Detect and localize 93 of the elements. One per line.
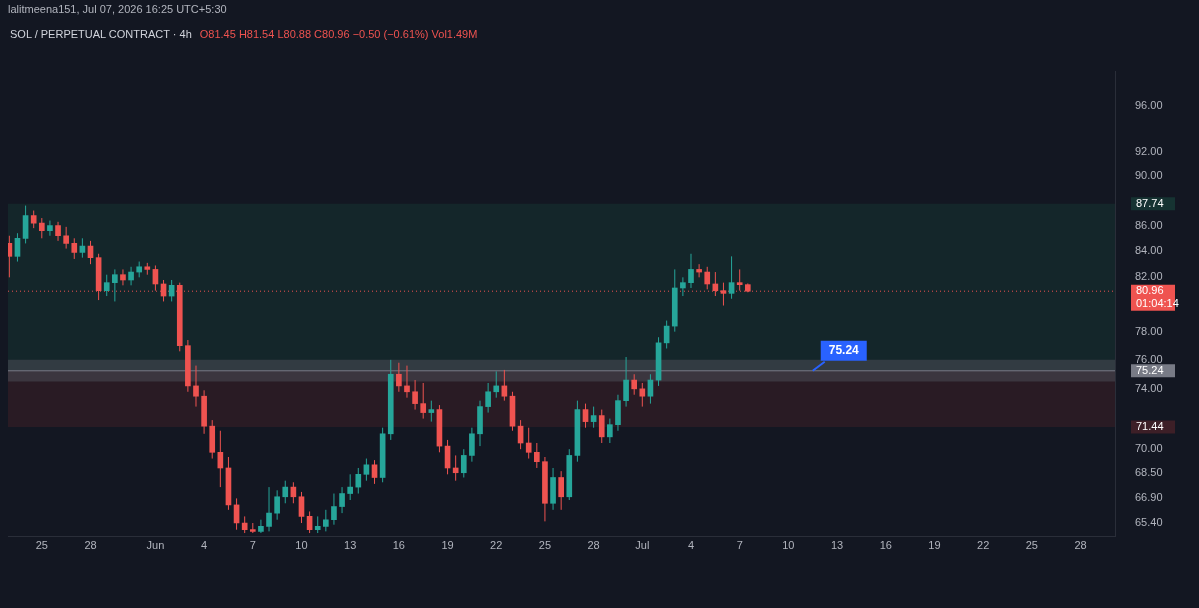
y-tick-label: 78.00 — [1135, 324, 1163, 337]
candlestick — [485, 382, 491, 414]
candlestick — [71, 237, 78, 260]
candlestick — [282, 480, 289, 504]
candlestick — [339, 486, 345, 514]
ref-line-label: 80.96 — [1136, 284, 1164, 297]
y-tick-label: 65.40 — [1135, 516, 1163, 529]
candlestick — [631, 373, 638, 396]
candlestick — [355, 467, 362, 495]
candlestick — [266, 486, 272, 532]
x-tick-label: 16 — [879, 539, 892, 552]
x-tick-label: 22 — [490, 539, 503, 552]
chart-title: SOL / PERPETUAL CONTRACT · 4h — [10, 28, 192, 40]
candlestick — [63, 226, 69, 250]
x-tick-label: 25 — [35, 539, 48, 552]
x-tick-label: 28 — [587, 539, 600, 552]
y-tick-label: 86.00 — [1135, 218, 1163, 231]
candlestick — [371, 459, 378, 485]
x-tick-label: 25 — [1025, 539, 1038, 552]
candlestick — [404, 365, 410, 399]
candlestick — [525, 427, 532, 460]
x-tick-label: 13 — [830, 539, 844, 552]
x-tick-label: 19 — [441, 539, 454, 552]
x-tick-label: 16 — [392, 539, 405, 552]
y-tick-label: 74.00 — [1135, 381, 1163, 394]
candlestick — [428, 400, 435, 423]
y-tick-label: 82.00 — [1135, 270, 1163, 283]
candlestick — [396, 362, 402, 393]
ref-line-label: 75.24 — [1136, 363, 1164, 376]
x-tick-label: 22 — [977, 539, 990, 552]
x-tick-label: Jun — [146, 539, 165, 552]
candlestick — [704, 266, 711, 290]
chart-subtitle: O81.45 H81.54 L80.88 C80.96 −0.50 (−0.61%) Vol1.49M — [199, 28, 478, 40]
x-tick-label: 25 — [538, 539, 552, 552]
candlestick — [331, 493, 337, 526]
x-tick-label: 13 — [344, 539, 357, 552]
candlestick — [639, 382, 646, 408]
candlestick — [460, 448, 467, 478]
candlestick — [274, 489, 280, 521]
candlestick — [736, 268, 743, 292]
candlestick — [590, 406, 597, 429]
x-tick-label: 28 — [84, 539, 97, 552]
band-label: 71.44 — [1136, 420, 1164, 433]
band-label: 87.74 — [1136, 196, 1164, 209]
candlestick — [8, 235, 13, 278]
candlestick — [323, 509, 329, 532]
candlestick — [623, 356, 629, 408]
y-tick-label: 84.00 — [1135, 244, 1163, 257]
y-tick-label: 76.00 — [1135, 352, 1163, 365]
x-tick-label: Jul — [635, 539, 650, 552]
candlestick — [258, 519, 264, 534]
candlestick — [412, 379, 418, 411]
candlestick — [420, 382, 427, 420]
candlestick — [607, 418, 613, 444]
candlestick — [193, 365, 199, 408]
x-tick-label: 7 — [249, 539, 256, 552]
candlestick — [47, 220, 53, 237]
candlestick — [493, 370, 500, 399]
x-tick-label: 28 — [1074, 539, 1087, 552]
candlestick — [696, 263, 702, 278]
candlestick — [14, 232, 21, 263]
x-tick-label: 4 — [201, 539, 208, 552]
candlestick — [347, 473, 354, 501]
candlestick — [533, 442, 540, 469]
y-tick-label: 68.50 — [1135, 465, 1163, 478]
y-tick-label: 90.00 — [1135, 169, 1163, 182]
x-tick-label: 10 — [782, 539, 795, 552]
y-tick-label: 96.00 — [1135, 99, 1163, 112]
candlestick — [558, 470, 564, 511]
x-tick-label: 4 — [687, 539, 695, 552]
candlestick — [598, 409, 605, 444]
candlestick — [680, 276, 686, 297]
x-tick-label: 7 — [736, 539, 743, 552]
candlestick — [103, 274, 110, 297]
candlestick — [728, 255, 735, 300]
candlestick — [469, 427, 475, 463]
candlestick — [22, 205, 29, 244]
text: lalitmeena151, Jul 07, 2026 16:25 UTC+5:30 — [8, 3, 227, 15]
candlestick — [298, 491, 305, 524]
candlestick — [128, 266, 134, 286]
candlestick — [112, 268, 118, 302]
x-tick-label: 19 — [928, 539, 941, 552]
candlestick — [55, 221, 61, 242]
candlestick — [120, 268, 126, 286]
candlestick — [688, 253, 694, 289]
y-tick-label: 92.00 — [1135, 145, 1163, 158]
x-tick-label: 10 — [295, 539, 308, 552]
candlestick — [363, 458, 370, 482]
candlestick — [38, 217, 45, 239]
y-tick-label: 70.00 — [1135, 442, 1163, 455]
candlestick — [582, 403, 589, 429]
annotation: 75.24 — [828, 343, 860, 358]
y-tick-label: 66.90 — [1135, 491, 1163, 504]
